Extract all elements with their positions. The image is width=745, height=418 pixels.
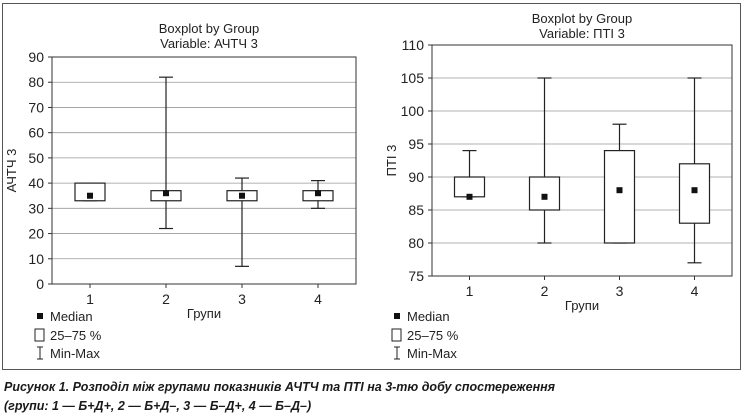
y-tick-label: 80 bbox=[408, 235, 424, 251]
iqr-box bbox=[678, 163, 711, 224]
figure-caption: Рисунок 1. Розподіл між групами показник… bbox=[4, 378, 739, 416]
median-marker bbox=[691, 187, 698, 194]
y-tick-label: 80 bbox=[28, 74, 44, 90]
y-axis-label: АЧТЧ 3 bbox=[4, 149, 19, 193]
y-tick-label: 10 bbox=[28, 251, 44, 267]
y-tick-label: 110 bbox=[402, 37, 425, 53]
legend-minmax-label: Min-Max bbox=[407, 346, 457, 361]
y-tick-label: 60 bbox=[28, 125, 44, 141]
caption-line-2: (групи: 1 — Б+Д+, 2 — Б+Д–, 3 — Б–Д+, 4 … bbox=[4, 399, 312, 413]
plot-area bbox=[431, 44, 733, 277]
legend-median-icon bbox=[37, 313, 43, 319]
x-tick-label: 2 bbox=[541, 283, 549, 299]
legend-box-label: 25–75 % bbox=[407, 328, 459, 343]
x-tick-label: 4 bbox=[314, 291, 322, 307]
median-marker bbox=[541, 193, 548, 200]
y-tick-label: 30 bbox=[28, 200, 44, 216]
chart-title: Boxplot by Group bbox=[159, 21, 259, 36]
y-tick-label: 75 bbox=[408, 268, 424, 284]
median-marker bbox=[163, 190, 169, 197]
y-tick-label: 85 bbox=[408, 202, 424, 218]
chart-subtitle: Variable: АЧТЧ 3 bbox=[160, 36, 258, 51]
x-tick-label: 2 bbox=[162, 291, 170, 307]
y-tick-label: 0 bbox=[36, 276, 44, 292]
legend-minmax-label: Min-Max bbox=[50, 346, 100, 361]
x-tick-label: 1 bbox=[466, 283, 474, 299]
legend-box-icon bbox=[391, 328, 402, 342]
y-tick-label: 100 bbox=[401, 103, 425, 119]
median-marker bbox=[87, 192, 93, 199]
legend-box-icon bbox=[34, 328, 45, 342]
x-tick-label: 3 bbox=[238, 291, 246, 307]
y-tick-label: 105 bbox=[401, 70, 425, 86]
y-tick-label: 20 bbox=[28, 226, 44, 242]
y-tick-label: 95 bbox=[408, 136, 424, 152]
x-tick-label: 3 bbox=[616, 283, 624, 299]
median-marker bbox=[616, 187, 623, 194]
y-tick-label: 40 bbox=[28, 175, 44, 191]
y-axis-label: ПТІ 3 bbox=[384, 145, 399, 177]
y-tick-label: 90 bbox=[408, 169, 424, 185]
iqr-box bbox=[528, 176, 561, 211]
x-axis-label: Групи bbox=[187, 306, 221, 321]
x-tick-label: 4 bbox=[691, 283, 699, 299]
legend-median-label: Median bbox=[407, 309, 450, 324]
plot-area bbox=[51, 56, 357, 285]
x-axis-label: Групи bbox=[565, 298, 599, 313]
y-tick-label: 90 bbox=[28, 49, 44, 65]
median-marker bbox=[466, 193, 473, 200]
iqr-box bbox=[603, 150, 636, 244]
y-tick-label: 50 bbox=[28, 150, 44, 166]
chart-subtitle: Variable: ПТІ 3 bbox=[539, 26, 625, 41]
median-marker bbox=[315, 190, 321, 197]
legend-median-label: Median bbox=[50, 309, 93, 324]
chart-title: Boxplot by Group bbox=[532, 11, 632, 26]
caption-line-1: Рисунок 1. Розподіл між групами показник… bbox=[4, 380, 556, 394]
legend-box-label: 25–75 % bbox=[50, 328, 102, 343]
x-tick-label: 1 bbox=[86, 291, 94, 307]
legend-median-icon bbox=[394, 313, 400, 319]
median-marker bbox=[239, 192, 245, 199]
y-tick-label: 70 bbox=[28, 99, 44, 115]
iqr-box bbox=[74, 182, 106, 202]
